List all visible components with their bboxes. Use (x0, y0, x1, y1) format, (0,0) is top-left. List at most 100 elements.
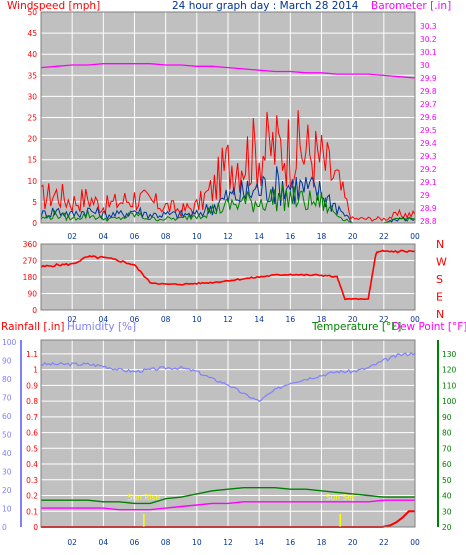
temperature-tick-label: 80 (442, 429, 452, 438)
barometer-tick-label: 30.2 (420, 35, 437, 44)
humidity-tick-label: 90 (2, 357, 12, 366)
direction-tick-label: 270 (23, 257, 38, 266)
x-tick-label: 02 (67, 232, 77, 241)
humidity-tick-label: 30 (2, 468, 12, 477)
x-tick-label: 00 (410, 232, 420, 241)
x-tick-label: 08 (161, 538, 171, 547)
humidity-axis-ticks: 0 10 20 30 40 50 60 70 80 90 100 (2, 338, 17, 532)
direction-x-axis-ticks: 02 04 06 08 10 12 14 16 18 20 22 00 (67, 315, 420, 324)
direction-tick-label: 180 (23, 273, 38, 282)
windspeed-tick-label: 30 (27, 92, 37, 101)
rainfall-tick-label: 1.1 (26, 350, 38, 359)
x-tick-label: 20 (348, 315, 358, 324)
x-tick-label: 16 (286, 538, 296, 547)
dew-point-line (41, 499, 415, 511)
x-tick-label: 10 (192, 315, 202, 324)
temperature-line (41, 487, 415, 505)
humidity-tick-label: 80 (2, 375, 12, 384)
temperature-axis-ticks: 20 30 40 50 60 70 80 90 100 110 120 130 (442, 350, 457, 532)
temperature-tick-label: 40 (442, 492, 452, 501)
humidity-tick-label: 50 (2, 431, 12, 440)
barometer-tick-label: 30.3 (420, 22, 437, 31)
windspeed-tick-label: 5 (32, 198, 37, 207)
direction-axis-ticks: 0 90 180 270 360 (23, 240, 38, 315)
humidity-axis-label: Humidity [%] (67, 321, 136, 333)
x-tick-label: 16 (286, 315, 296, 324)
x-tick-label: 06 (130, 538, 140, 547)
windspeed-tick-label: 50 (27, 8, 37, 17)
rainfall-tick-label: 0.1 (26, 507, 38, 516)
windspeed-tick-label: 35 (27, 71, 37, 80)
temperature-humidity-chart: 0 0.1 0.2 0.3 0.4 0.5 0.6 0.7 0.8 0.9 1 1.1 0 10 20 30… (1, 321, 466, 547)
x-tick-label: 12 (223, 538, 233, 547)
wind-x-axis-ticks: 02 04 06 08 10 12 14 16 18 20 22 00 (67, 232, 420, 241)
temperature-tick-label: 120 (442, 366, 457, 375)
barometer-tick-label: 29.1 (420, 178, 437, 187)
x-tick-label: 20 (348, 538, 358, 547)
x-tick-label: 12 (223, 315, 233, 324)
barometer-tick-label: 29.5 (420, 126, 437, 135)
x-tick-label: 22 (379, 538, 389, 547)
barometer-line (40, 63, 416, 79)
barometer-axis-ticks: 28.8 28.9 29 29.1 29.2 29.3 29.4 29.5 29.6 29.7 29… (420, 22, 437, 226)
wind-direction-line (40, 249, 416, 301)
compass-label: N (436, 308, 444, 321)
compass-label: S (436, 273, 443, 286)
direction-tick-label: 360 (23, 240, 38, 249)
x-tick-label: 14 (254, 538, 264, 547)
direction-series (40, 249, 416, 301)
x-tick-label: 04 (99, 538, 109, 547)
rainfall-tick-label: 0.9 (26, 381, 38, 390)
temperature-axis-label: Temperature [°F] (311, 321, 401, 333)
barometer-tick-label: 29.8 (420, 87, 437, 96)
x-tick-label: 14 (254, 232, 264, 241)
temperature-tick-label: 50 (442, 476, 452, 485)
rainfall-axis-label: Rainfall [.in] (1, 321, 64, 333)
rainfall-tick-label: 0.4 (26, 460, 38, 469)
x-tick-label: 02 (67, 538, 77, 547)
rainfall-tick-label: 1 (33, 366, 38, 375)
direction-tick-label: 90 (27, 290, 37, 299)
x-tick-label: 12 (223, 232, 233, 241)
rainfall-tick-label: 0.8 (26, 397, 38, 406)
x-tick-label: 04 (99, 315, 109, 324)
rainfall-tick-label: 0.2 (26, 492, 38, 501)
humidity-tick-label: 10 (2, 505, 12, 514)
compass-label: W (436, 256, 447, 269)
temperature-tick-label: 90 (442, 413, 452, 422)
windspeed-tick-label: 0 (32, 219, 37, 228)
x-tick-label: 18 (317, 315, 327, 324)
temperature-tick-label: 70 (442, 444, 452, 453)
x-tick-label: 14 (254, 315, 264, 324)
barometer-tick-label: 28.9 (420, 204, 437, 213)
windspeed-tick-label: 25 (27, 114, 37, 123)
rainfall-tick-label: 0 (33, 523, 38, 532)
windspeed-tick-label: 45 (27, 29, 37, 38)
humidity-line (40, 351, 416, 402)
chart-title: 24 hour graph day : March 28 2014 (172, 0, 359, 12)
sun-annotation-label: Sun Rise (128, 493, 161, 502)
humidity-tick-label: 100 (2, 338, 17, 347)
x-tick-label: 08 (161, 232, 171, 241)
sun-annotation-label: Sun Set (326, 493, 355, 502)
x-tick-label: 10 (192, 232, 202, 241)
rainfall-tick-label: 0.6 (26, 429, 38, 438)
rainfall-axis-ticks: 0 0.1 0.2 0.3 0.4 0.5 0.6 0.7 0.8 0.9 1 1.1 (26, 350, 38, 532)
windspeed-tick-label: 15 (27, 156, 37, 165)
x-tick-label: 06 (130, 232, 140, 241)
compass-label: E (436, 291, 443, 304)
windspeed-tick-label: 20 (27, 135, 37, 144)
direction-panel-frame (40, 243, 416, 311)
compass-label: N (436, 238, 444, 251)
direction-tick-label: 0 (32, 306, 37, 315)
wind-panel-frame (40, 11, 416, 224)
barometer-tick-label: 28.8 (420, 217, 437, 226)
rainfall-tick-label: 0.7 (26, 413, 38, 422)
x-tick-label: 18 (317, 232, 327, 241)
wind-axis-ticks: 0 5 10 15 20 25 30 35 40 45 50 (27, 8, 37, 228)
temperature-tick-label: 60 (442, 460, 452, 469)
